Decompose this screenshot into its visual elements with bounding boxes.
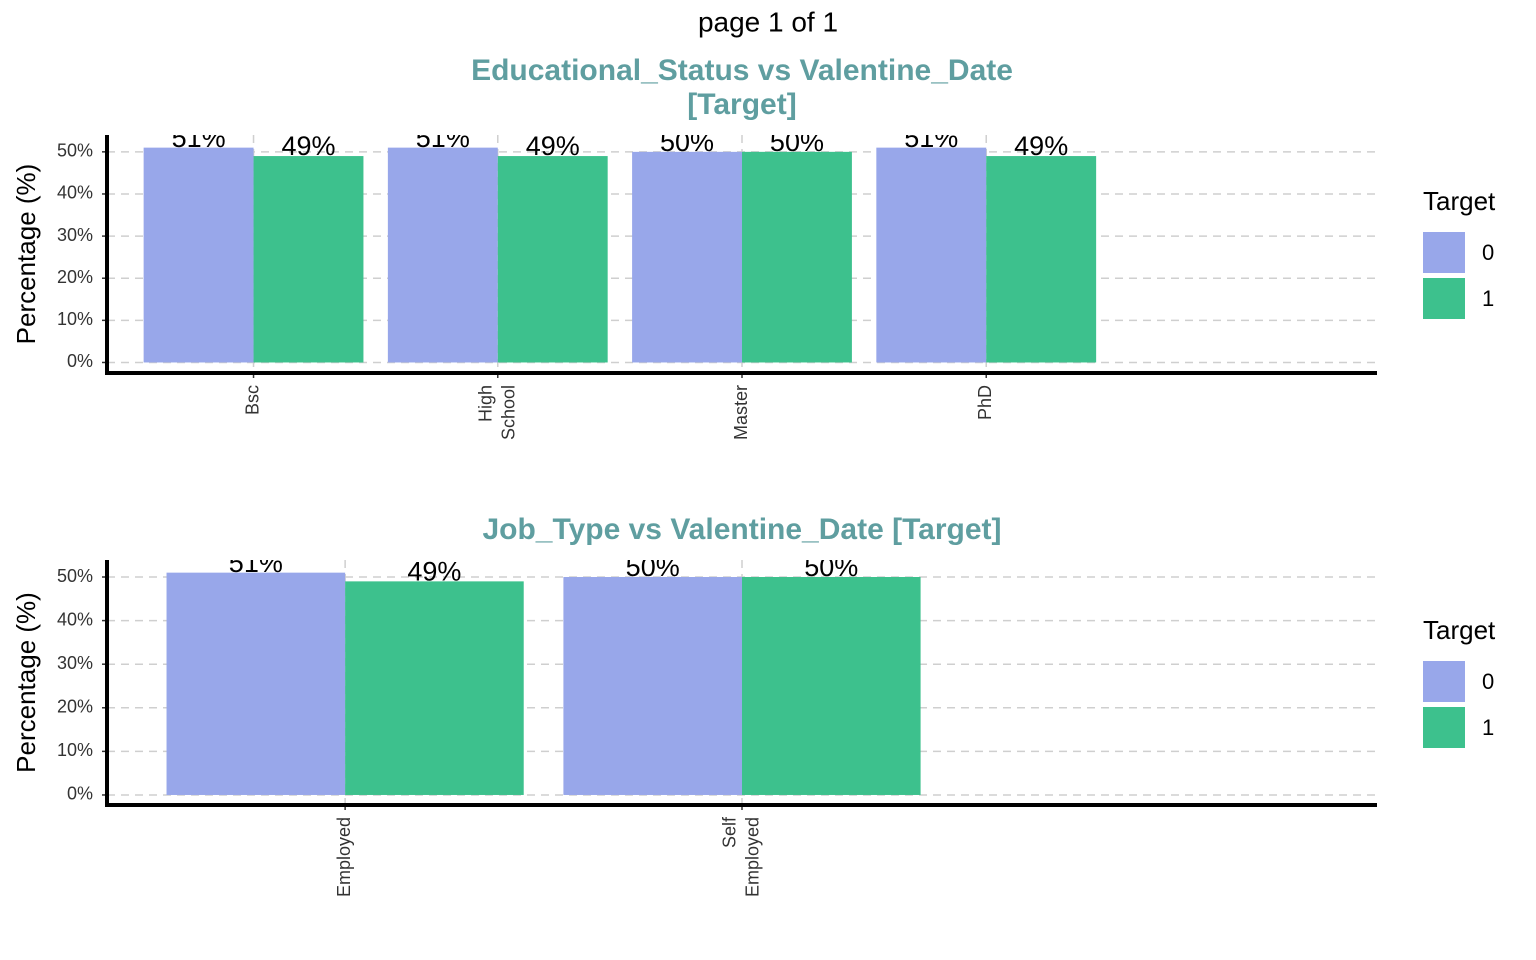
data-label: 51% [904, 123, 958, 153]
x-tick-group: PhD [975, 385, 995, 420]
bar [143, 147, 254, 363]
y-tick-label: 40% [57, 609, 93, 629]
legend-label: 1 [1482, 715, 1494, 740]
y-tick-label: 30% [57, 225, 93, 245]
data-label: 50% [626, 552, 680, 582]
bar [387, 147, 498, 363]
data-label: 51% [416, 123, 470, 153]
bar [563, 577, 742, 795]
y-tick-label: 10% [57, 309, 93, 329]
y-tick-label: 0% [67, 351, 93, 371]
y-tick-label: 10% [57, 740, 93, 760]
chart-title: Job_Type vs Valentine_Date [Target] [482, 513, 1001, 546]
x-tick-group: High School [475, 385, 518, 440]
plot-area: 51% 51% 50% 51% 49% 49% 50% 49% [143, 123, 1097, 363]
x-tick-group: Self Employed [719, 816, 762, 897]
page-title: page 1 of 1 [698, 6, 838, 37]
data-label: 50% [660, 127, 714, 157]
x-tick-label: Bsc [242, 385, 262, 415]
legend-title: Target [1423, 615, 1496, 645]
data-label: 49% [1014, 131, 1068, 161]
chart-title: Educational_Status vs Valentine_Date [Tar… [471, 54, 1013, 121]
y-tick-label: 20% [57, 267, 93, 287]
x-tick-group: Employed [334, 817, 354, 897]
legend-key [1423, 232, 1465, 273]
x-tick-label: High School [475, 385, 518, 440]
data-label: 50% [804, 552, 858, 582]
legend-title: Target [1423, 186, 1496, 216]
legend-label: 0 [1482, 669, 1494, 694]
data-label: 50% [770, 127, 824, 157]
data-label: 49% [281, 131, 335, 161]
y-axis-label: Percentage (%) [11, 164, 41, 345]
data-label: 49% [407, 556, 461, 586]
data-label: 49% [526, 131, 580, 161]
bar [876, 147, 987, 363]
bar [986, 156, 1097, 363]
y-axis-label: Percentage (%) [11, 592, 41, 773]
legend-key [1423, 661, 1465, 702]
bar [497, 156, 608, 363]
legend-label: 1 [1482, 286, 1494, 311]
plot-area: 51% 50% 49% 50% [166, 548, 921, 795]
legend-label: 0 [1482, 240, 1494, 265]
bar [253, 156, 364, 363]
x-tick-group: Master [731, 385, 751, 440]
x-tick-label: Self Employed [719, 816, 762, 897]
x-tick-label: Employed [334, 817, 354, 897]
y-tick-label: 50% [57, 141, 93, 161]
bar [166, 572, 346, 795]
x-tick-label: Master [731, 385, 751, 440]
y-tick-label: 50% [57, 566, 93, 586]
y-tick-label: 40% [57, 183, 93, 203]
data-label: 51% [229, 548, 283, 578]
y-tick-label: 30% [57, 653, 93, 673]
y-tick-label: 0% [67, 784, 93, 804]
legend-key [1423, 707, 1465, 748]
x-tick-group: Bsc [242, 385, 262, 415]
data-label: 51% [172, 123, 226, 153]
legend-key [1423, 278, 1465, 319]
y-tick-label: 20% [57, 697, 93, 717]
x-tick-label: PhD [975, 385, 995, 420]
bar [742, 577, 921, 795]
bar [632, 151, 742, 363]
bar [742, 151, 852, 363]
bar [345, 581, 524, 795]
